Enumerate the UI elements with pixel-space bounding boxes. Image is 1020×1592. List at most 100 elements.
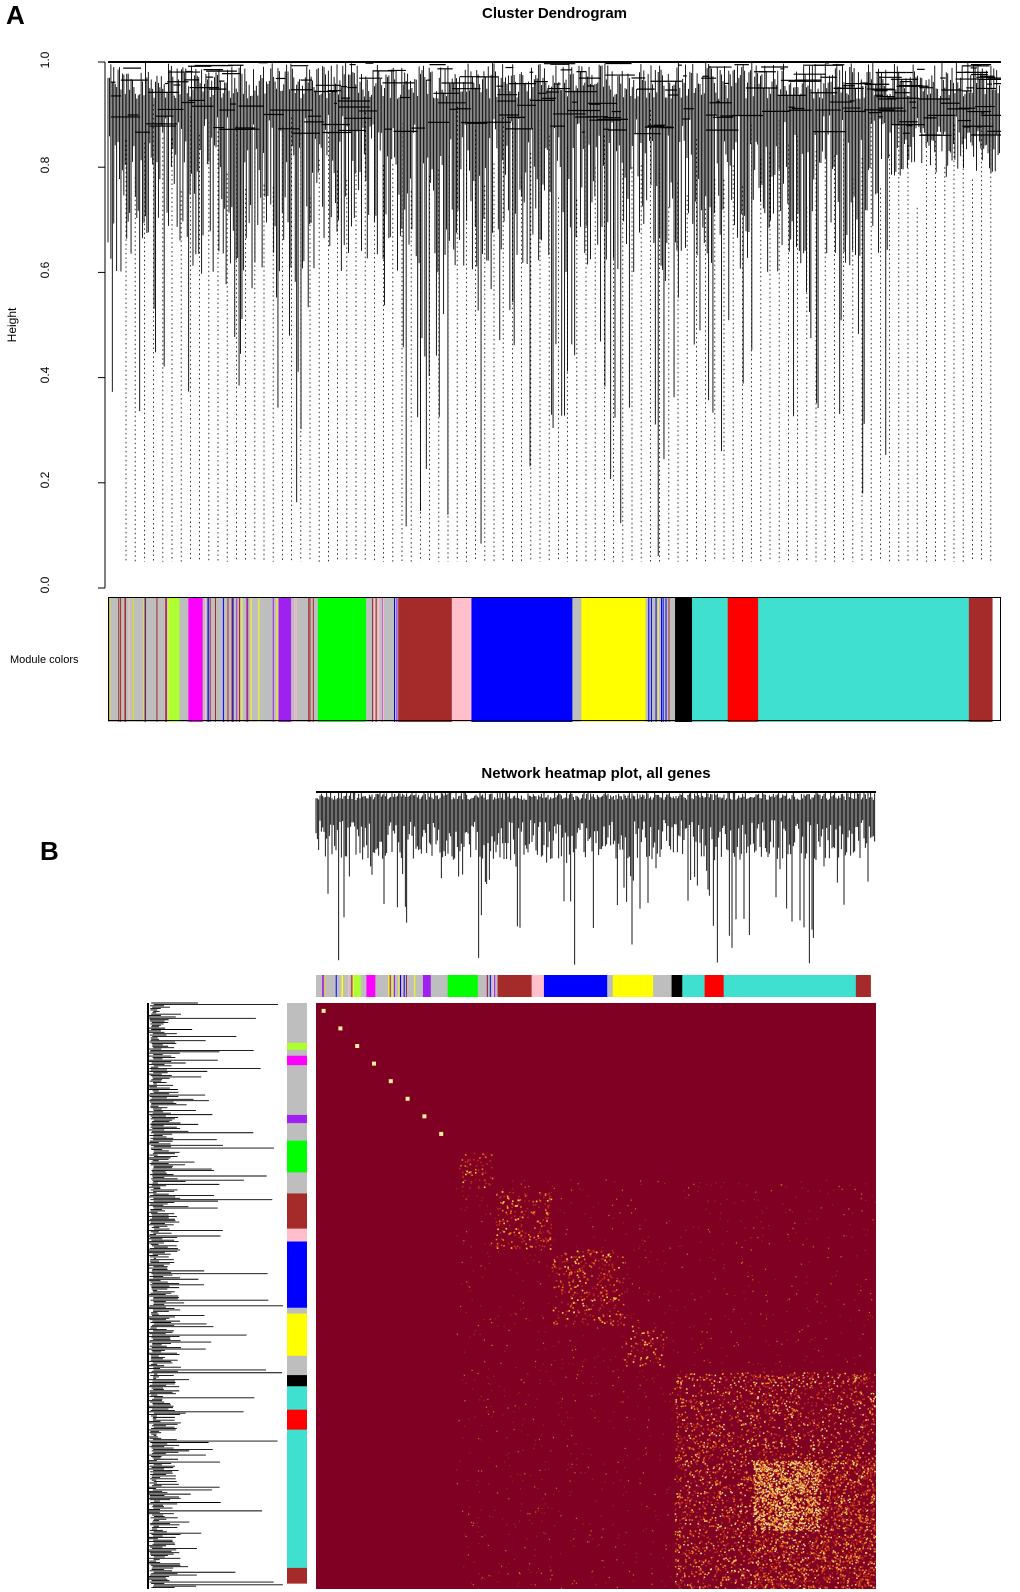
module-segment-grey: [646, 597, 676, 722]
heatmap-cell: [643, 1332, 645, 1334]
heatmap-cell: [848, 1384, 849, 1385]
heatmap-cell: [582, 1270, 584, 1272]
heatmap-cell: [525, 1232, 527, 1234]
heatmap-cell: [747, 1276, 748, 1277]
heatmap-cell: [499, 1223, 501, 1225]
heatmap-cell: [702, 1331, 703, 1332]
heatmap-cell: [776, 1562, 778, 1564]
heatmap-cell: [864, 1325, 865, 1326]
heatmap-cell: [709, 1231, 710, 1232]
heatmap-cell: [654, 1494, 655, 1495]
heatmap-cell: [541, 1193, 542, 1194]
heatmap-cell: [508, 1243, 510, 1245]
heatmap-cell: [545, 1193, 547, 1195]
heatmap-cell: [460, 1208, 461, 1209]
heatmap-cell: [567, 1318, 569, 1320]
heatmap-cell: [479, 1492, 480, 1493]
heatmap-cell: [538, 1233, 540, 1235]
heatmap-cell: [642, 1240, 643, 1241]
heatmap-cell: [743, 1291, 744, 1292]
heatmap-cell: [575, 1346, 576, 1347]
heatmap-cell: [533, 1448, 534, 1449]
heatmap-cell: [558, 1317, 560, 1319]
heatmap-cell: [641, 1339, 642, 1340]
heatmap-cell: [602, 1278, 604, 1280]
heatmap-cell: [551, 1267, 552, 1268]
module-stray-brown: [165, 597, 166, 722]
heatmap-cell: [527, 1217, 529, 1219]
heatmap-cell: [741, 1247, 742, 1248]
module-segment-grey: [287, 1050, 307, 1056]
heatmap-cell: [746, 1515, 747, 1516]
heatmap-cell: [839, 1186, 840, 1187]
heatmap-cell: [859, 1310, 860, 1311]
heatmap-cell: [753, 1364, 754, 1365]
heatmap-cell: [767, 1412, 768, 1413]
heatmap-cell: [781, 1365, 782, 1366]
heatmap-cell: [618, 1324, 620, 1326]
heatmap-cell: [727, 1199, 728, 1200]
heatmap-cell: [607, 1367, 608, 1368]
heatmap-cell: [484, 1340, 485, 1341]
heatmap-cell: [556, 1273, 558, 1275]
module-segment-brown: [287, 1568, 307, 1584]
heatmap-cell: [828, 1193, 829, 1194]
module-stray-purple: [394, 975, 395, 997]
heatmap-cell: [465, 1383, 466, 1384]
heatmap-cell: [472, 1388, 473, 1389]
heatmap-cell: [527, 1513, 528, 1514]
heatmap-cell: [588, 1309, 590, 1311]
heatmap-cell: [824, 1558, 826, 1560]
heatmap-cell: [535, 1204, 537, 1206]
heatmap-cell: [582, 1453, 583, 1454]
heatmap-cell: [528, 1234, 530, 1236]
heatmap-cell: [765, 1315, 766, 1316]
heatmap-cell: [727, 1220, 728, 1221]
heatmap-cell: [865, 1183, 866, 1184]
module-stray-brown: [309, 597, 310, 722]
heatmap-cell: [572, 1281, 574, 1283]
heatmap-cell: [497, 1326, 498, 1327]
heatmap-cell: [551, 1508, 552, 1509]
heatmap-cell: [630, 1353, 632, 1355]
heatmap-cell: [589, 1314, 591, 1316]
heatmap-cell: [813, 1537, 814, 1538]
heatmap-cell: [480, 1162, 482, 1164]
heatmap-cell: [497, 1247, 499, 1249]
heatmap-cell: [588, 1294, 589, 1295]
heatmap-cell: [577, 1271, 579, 1273]
heatmap-cell: [806, 1580, 808, 1582]
heatmap-cell: [474, 1153, 476, 1155]
heatmap-cell: [638, 1320, 639, 1321]
heatmap-cell: [551, 1199, 553, 1201]
heatmap-cell: [843, 1564, 844, 1565]
heatmap-cell: [700, 1259, 701, 1260]
heatmap-cell: [617, 1311, 618, 1312]
heatmap-cell: [614, 1181, 615, 1182]
heatmap-cell: [824, 1565, 826, 1567]
heatmap-cell: [616, 1280, 618, 1282]
heatmap-cell: [802, 1501, 803, 1502]
heatmap-cell: [669, 1220, 670, 1221]
heatmap-cell: [795, 1341, 796, 1342]
heatmap-cell: [539, 1245, 541, 1247]
module-stray-yellow: [392, 975, 393, 997]
heatmap-cell: [618, 1267, 620, 1269]
heatmap-cell: [619, 1282, 620, 1283]
heatmap-cell: [627, 1315, 628, 1316]
heatmap-cell: [859, 1550, 861, 1552]
heatmap-cell: [863, 1228, 864, 1229]
heatmap-cell: [499, 1307, 500, 1308]
heatmap-cell: [710, 1338, 711, 1339]
heatmap-cell: [565, 1377, 566, 1378]
heatmap-cell: [824, 1306, 825, 1307]
heatmap-cell: [684, 1473, 685, 1474]
heatmap-cell: [462, 1262, 463, 1263]
module-segment-purple: [287, 1115, 307, 1124]
heatmap-cell: [708, 1201, 709, 1202]
heatmap-cell: [814, 1512, 816, 1514]
heatmap-cell: [858, 1293, 859, 1294]
heatmap-cell: [860, 1446, 862, 1448]
heatmap-cell: [545, 1533, 546, 1534]
heatmap-cell: [520, 1475, 521, 1476]
